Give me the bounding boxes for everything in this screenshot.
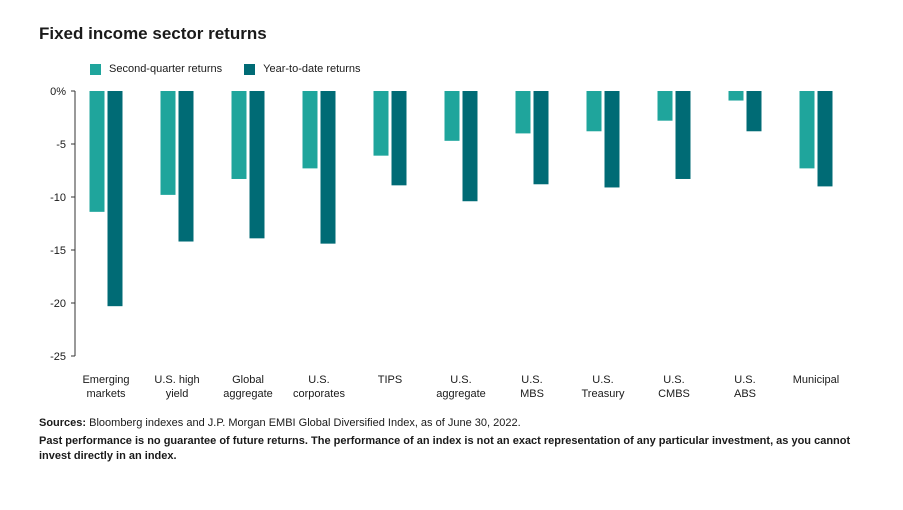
x-tick-label-line: corporates [293, 388, 345, 400]
x-tick-label-line: Global [232, 374, 264, 386]
x-tick-label: U.S. MBS [520, 374, 544, 400]
y-tick-label: -5 [56, 139, 66, 151]
x-tick-label: U.S. ABS [734, 374, 756, 400]
disclaimer-text: Past performance is no guarantee of futu… [39, 435, 851, 462]
bar-ytd-5 [462, 91, 478, 202]
x-tick-label-line: MBS [520, 388, 544, 400]
bar-ytd-8 [675, 91, 691, 179]
legend-item-ytd: Year-to-date returns [244, 63, 361, 75]
sources-text: Bloomberg indexes and J.P. Morgan EMBI G… [86, 417, 521, 429]
legend: Second-quarter returns Year-to-date retu… [90, 63, 383, 75]
legend-swatch-ytd [244, 63, 256, 75]
y-tick-label: -25 [50, 351, 66, 363]
x-tick-label: Municipal [793, 374, 839, 386]
bar-ytd-10 [817, 91, 833, 187]
bar-q2-1 [160, 91, 176, 195]
bar-ytd-4 [391, 91, 407, 186]
disclaimer-note: Past performance is no guarantee of futu… [39, 434, 869, 464]
x-tick-label-line: U.S. high [154, 374, 199, 386]
bar-ytd-9 [746, 91, 762, 132]
x-tick-label: U.S. Treasury [582, 374, 625, 400]
chart-notes: Sources: Bloomberg indexes and J.P. Morg… [39, 416, 869, 467]
x-tick-label: U.S. CMBS [658, 374, 690, 400]
x-tick-label-line: yield [166, 388, 189, 400]
bar-q2-9 [728, 91, 744, 101]
x-tick-label: Global aggregate [223, 374, 273, 400]
bar-ytd-2 [249, 91, 265, 239]
x-tick-label: TIPS [378, 374, 402, 386]
x-tick-label-line: TIPS [378, 374, 402, 386]
x-tick-label-line: CMBS [658, 388, 690, 400]
bar-q2-2 [231, 91, 247, 179]
y-tick-label: -10 [50, 192, 66, 204]
x-tick-label-line: U.S. [521, 374, 542, 386]
bar-ytd-1 [178, 91, 194, 242]
bar-q2-5 [444, 91, 460, 141]
bar-q2-7 [586, 91, 602, 132]
x-tick-label-line: aggregate [223, 388, 273, 400]
chart-title: Fixed income sector returns [39, 24, 267, 43]
bar-q2-6 [515, 91, 531, 134]
legend-label-q2: Second-quarter returns [109, 63, 223, 75]
x-tick-label-line: U.S. [592, 374, 613, 386]
x-tick-label: U.S. aggregate [436, 374, 486, 400]
sources-label: Sources: [39, 417, 87, 429]
x-tick-label-line: aggregate [436, 388, 486, 400]
x-tick-label-line: U.S. [663, 374, 684, 386]
x-tick-label-line: markets [86, 388, 126, 400]
bar-q2-4 [373, 91, 389, 156]
x-tick-label: Emerging markets [82, 374, 129, 400]
bar-ytd-3 [320, 91, 336, 244]
x-tick-label: U.S. corporates [293, 374, 345, 400]
y-tick-label: -15 [50, 245, 66, 257]
bar-ytd-6 [533, 91, 549, 185]
x-tick-label-line: U.S. [734, 374, 755, 386]
bar-q2-8 [657, 91, 673, 121]
x-tick-label-line: ABS [734, 388, 756, 400]
bar-chart: 0% -5 -10 -15 -20 -25 Emerging markets U.S. high… [50, 86, 839, 400]
bar-ytd-0 [107, 91, 123, 307]
bar-q2-3 [302, 91, 318, 169]
x-tick-label-line: Treasury [582, 388, 625, 400]
bar-q2-0 [89, 91, 105, 212]
x-tick-label-line: U.S. [308, 374, 329, 386]
legend-label-ytd: Year-to-date returns [263, 63, 361, 75]
y-tick-label: 0% [50, 86, 66, 98]
legend-item-q2: Second-quarter returns [90, 63, 222, 75]
x-tick-label-line: U.S. [450, 374, 471, 386]
bar-q2-10 [799, 91, 815, 169]
x-tick-label: U.S. high yield [154, 374, 199, 400]
legend-swatch-q2 [90, 63, 101, 75]
bar-ytd-7 [604, 91, 620, 188]
y-tick-label: -20 [50, 298, 66, 310]
sources-note: Sources: Bloomberg indexes and J.P. Morg… [39, 416, 869, 431]
x-tick-label-line: Municipal [793, 374, 839, 386]
x-tick-label-line: Emerging [82, 374, 129, 386]
